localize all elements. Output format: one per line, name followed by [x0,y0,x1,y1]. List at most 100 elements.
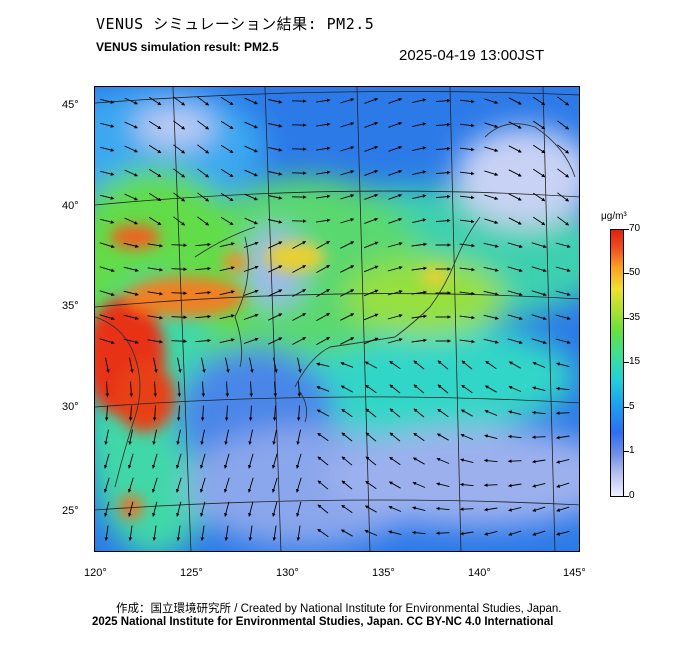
wind-arrow [223,477,230,493]
wind-arrow [387,290,403,296]
wind-arrow [273,357,278,373]
wind-arrow [412,457,425,465]
wind-arrow [292,265,307,273]
wind-arrow [244,193,258,201]
wind-arrow [105,381,110,398]
wind-arrow [436,482,450,488]
wind-arrow [340,218,355,224]
wind-arrow [124,145,138,153]
colorbar-label-35: 35 [629,312,641,323]
wind-arrow [412,170,427,176]
wind-arrow [197,216,210,226]
wind-arrow [268,337,283,345]
wind-arrow [484,170,499,176]
wind-arrow [99,314,115,321]
wind-arrow [244,169,258,177]
wind-arrow [436,457,450,464]
wind-arrow [483,483,498,487]
wind-arrow [532,530,546,536]
wind-arrow [316,194,331,199]
wind-arrow [127,477,134,493]
wind-arrow [531,435,546,439]
wind-arrow [292,289,307,297]
lon-label-125: 125° [180,567,203,579]
wind-arrow [220,168,234,178]
wind-arrow [557,216,570,226]
wind-arrow [484,530,498,536]
lat-label-35: 35° [62,300,79,312]
wind-arrow [411,338,427,343]
wind-arrow [100,218,115,224]
wind-arrow [296,501,302,517]
wind-arrow [532,168,546,178]
wind-arrow [556,362,570,368]
wind-arrow [507,266,523,272]
wind-arrow [316,313,331,321]
wind-arrow [484,194,499,200]
wind-arrow [340,362,354,368]
wind-arrow [152,405,157,422]
wind-arrow [435,122,451,127]
wind-arrow [363,313,379,321]
wind-arrow [485,360,497,370]
wind-arrow [531,290,547,297]
colorbar-tick-mark [624,451,629,452]
wind-arrow [388,530,402,536]
wind-arrow [292,337,307,345]
wind-arrow [129,357,134,373]
wind-arrow [460,409,473,417]
wind-arrow [268,123,283,128]
wind-arrow [224,525,229,541]
wind-arrow [508,193,522,201]
wind-arrow [413,384,425,394]
wind-arrow [148,96,162,106]
wind-arrow [435,194,451,199]
wind-arrow [435,218,451,223]
wind-arrow [128,405,133,422]
wind-arrow [243,265,259,272]
wind-arrow [99,242,115,249]
wind-arrow [268,289,283,297]
wind-arrow [531,242,547,249]
wind-arrow [295,477,302,493]
wind-arrow [177,381,182,398]
wind-arrow [340,241,355,249]
wind-arrow [148,192,162,202]
wind-arrow [99,266,115,273]
wind-arrow [200,453,206,469]
wind-arrow [532,192,546,202]
wind-arrow [532,506,546,512]
wind-arrow [508,530,522,536]
wind-arrow [508,506,522,512]
wind-arrow [316,289,331,297]
wind-arrow [243,289,259,296]
wind-arrow [249,357,254,373]
wind-arrow [389,456,401,466]
wind-arrow [484,507,498,512]
wind-arrow [105,357,110,373]
high-concentration-areas [95,225,449,519]
wind-arrow [247,477,254,493]
wind-arrow [296,525,301,541]
wind-arrow [152,453,158,469]
lon-label-140: 140° [468,567,491,579]
wind-arrow [555,338,571,344]
wind-arrow [411,266,427,271]
wind-arrow [197,192,210,202]
wind-arrow [484,218,499,224]
wind-arrow [175,477,182,493]
wind-arrow [296,405,301,422]
wind-arrow [124,169,138,177]
wind-arrow [317,528,329,538]
wind-arrow [508,121,522,129]
wind-arrow [200,525,205,541]
wind-arrow [123,314,139,320]
wind-arrow [100,98,115,104]
title-japanese: VENUS シミュレーション結果: PM2.5 [96,15,375,33]
wind-arrow [219,266,235,272]
wind-arrow [507,290,523,296]
lon-label-120: 120° [84,567,107,579]
wind-arrow [507,314,523,320]
wind-arrow [341,456,353,466]
wind-arrow [412,146,427,152]
